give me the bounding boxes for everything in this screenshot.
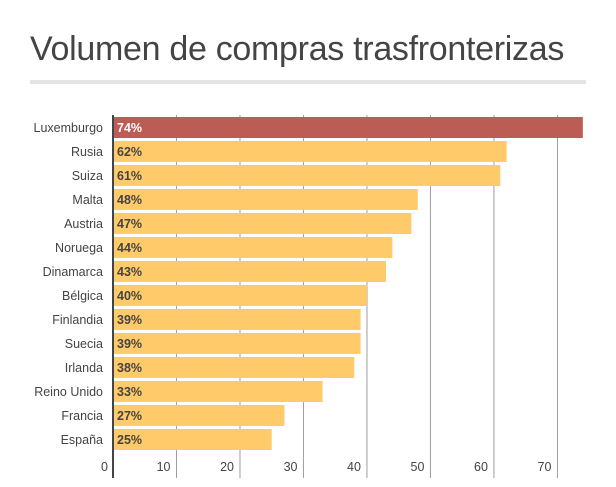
data-label: 74% bbox=[117, 121, 142, 135]
data-label: 39% bbox=[117, 337, 142, 351]
x-tick-label: 40 bbox=[347, 460, 361, 474]
category-label: Finlandia bbox=[52, 313, 103, 327]
category-label: Rusia bbox=[71, 145, 103, 159]
data-label: 38% bbox=[117, 361, 142, 375]
data-label: 33% bbox=[117, 385, 142, 399]
data-label: 47% bbox=[117, 217, 142, 231]
category-label: Dinamarca bbox=[43, 265, 103, 279]
category-label: Noruega bbox=[55, 241, 103, 255]
category-label: Suiza bbox=[72, 169, 103, 183]
category-label: Bélgica bbox=[62, 289, 103, 303]
chart-title: Volumen de compras trasfronterizas bbox=[30, 30, 565, 68]
data-label: 39% bbox=[117, 313, 142, 327]
x-tick-label: 10 bbox=[157, 460, 171, 474]
x-tick-label: 50 bbox=[411, 460, 425, 474]
category-label: Austria bbox=[64, 217, 103, 231]
data-label: 44% bbox=[117, 241, 142, 255]
bar bbox=[113, 405, 285, 426]
bar bbox=[113, 237, 393, 258]
bar bbox=[113, 189, 418, 210]
bar bbox=[113, 141, 507, 162]
category-label: Irlanda bbox=[65, 361, 103, 375]
bar bbox=[113, 261, 387, 282]
bar bbox=[113, 117, 583, 138]
x-tick-label: 0 bbox=[101, 460, 108, 474]
data-label: 27% bbox=[117, 409, 142, 423]
category-label: Luxemburgo bbox=[34, 121, 104, 135]
data-label: 43% bbox=[117, 265, 142, 279]
category-label: España bbox=[61, 433, 103, 447]
title-divider bbox=[30, 80, 586, 84]
category-label: Reino Unido bbox=[34, 385, 103, 399]
category-label: Francia bbox=[61, 409, 103, 423]
bar bbox=[113, 165, 501, 186]
bar bbox=[113, 357, 355, 378]
bar bbox=[113, 429, 272, 450]
bar bbox=[113, 381, 323, 402]
data-label: 40% bbox=[117, 289, 142, 303]
x-tick-label: 30 bbox=[284, 460, 298, 474]
bar bbox=[113, 285, 367, 306]
category-label: Malta bbox=[72, 193, 103, 207]
x-tick-label: 60 bbox=[474, 460, 488, 474]
data-label: 61% bbox=[117, 169, 142, 183]
category-label: Suecia bbox=[65, 337, 103, 351]
data-label: 25% bbox=[117, 433, 142, 447]
bar bbox=[113, 309, 361, 330]
x-tick-label: 20 bbox=[220, 460, 234, 474]
x-tick-label: 70 bbox=[538, 460, 552, 474]
bar bbox=[113, 213, 412, 234]
bar bbox=[113, 333, 361, 354]
data-label: 48% bbox=[117, 193, 142, 207]
data-label: 62% bbox=[117, 145, 142, 159]
